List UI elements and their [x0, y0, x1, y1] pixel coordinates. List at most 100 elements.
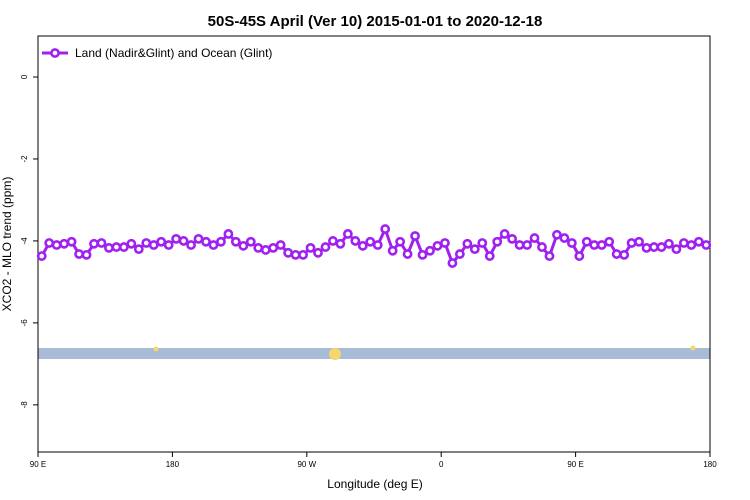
data-point: [522, 240, 532, 250]
data-point: [74, 249, 84, 259]
data-point: [619, 249, 630, 260]
data-point: [552, 229, 562, 240]
data-point: [335, 238, 346, 249]
data-point: [425, 245, 435, 256]
data-point: [581, 236, 592, 247]
data-point: [417, 249, 428, 260]
data-point: [477, 238, 488, 248]
x-tick-label: 90 E: [30, 460, 46, 469]
land-strip: [38, 348, 710, 359]
data-point: [320, 242, 331, 252]
land-spot: [690, 345, 696, 351]
data-point: [118, 242, 129, 252]
data-point: [454, 249, 465, 259]
data-point: [365, 236, 376, 247]
data-point: [357, 240, 368, 251]
data-point: [290, 249, 301, 260]
data-point: [156, 236, 167, 247]
data-point: [298, 249, 308, 260]
data-point: [462, 238, 473, 249]
data-point: [245, 236, 256, 247]
data-point: [66, 236, 77, 247]
y-tick-label: -6: [20, 319, 29, 327]
data-point: [372, 240, 383, 250]
data-point: [514, 240, 525, 250]
y-tick-label: 0: [20, 74, 29, 79]
data-point: [469, 244, 480, 255]
data-point: [328, 236, 338, 246]
data-point: [604, 236, 615, 247]
x-axis-label: Longitude (deg E): [327, 477, 422, 491]
data-point: [440, 238, 450, 248]
data-point: [664, 238, 674, 249]
data-point: [163, 240, 174, 250]
data-point: [305, 242, 316, 253]
data-point: [141, 238, 152, 248]
y-axis-label: XCO2 - MLO trend (ppm): [0, 177, 14, 312]
data-point: [171, 233, 182, 244]
x-tick-label: 180: [703, 460, 717, 469]
chart-title: 50S-45S April (Ver 10) 2015-01-01 to 202…: [208, 13, 543, 30]
data-point: [492, 236, 503, 247]
data-point: [216, 236, 226, 247]
data-point: [410, 231, 420, 241]
data-point: [641, 242, 652, 253]
data-point: [81, 249, 92, 260]
x-tick-label: 90 W: [297, 460, 316, 469]
land-spot: [329, 348, 341, 360]
data-point: [238, 240, 249, 251]
y-tick-label: -8: [20, 401, 29, 409]
data-point: [380, 224, 391, 234]
data-point: [507, 233, 518, 244]
data-point: [268, 242, 279, 253]
x-tick-label: 90 E: [567, 460, 583, 469]
data-point: [432, 240, 443, 251]
data-point: [51, 240, 62, 250]
legend-marker: [50, 48, 60, 58]
data-point: [656, 242, 667, 252]
data-point: [537, 242, 547, 252]
data-point: [447, 258, 458, 268]
data-point: [126, 238, 137, 249]
data-point: [686, 240, 697, 250]
data-point: [313, 247, 323, 258]
data-point: [208, 240, 219, 250]
data-point: [499, 229, 510, 239]
data-point: [96, 238, 107, 248]
data-point: [342, 229, 353, 239]
legend-label: Land (Nadir&Glint) and Ocean (Glint): [75, 46, 272, 60]
data-point: [544, 251, 555, 261]
data-point: [59, 238, 70, 249]
data-point: [596, 240, 607, 250]
data-point: [559, 233, 570, 243]
data-point: [260, 245, 271, 255]
data-point: [350, 236, 361, 246]
data-point: [275, 240, 286, 250]
data-point: [253, 242, 264, 253]
data-point: [574, 251, 585, 261]
data-point: [104, 242, 114, 253]
y-tick-label: -2: [20, 155, 29, 163]
data-point: [395, 236, 406, 247]
data-point: [589, 240, 600, 250]
data-point: [193, 233, 204, 244]
data-point: [634, 236, 644, 247]
data-point: [44, 238, 55, 248]
data-point: [186, 240, 196, 250]
data-point: [89, 238, 99, 249]
data-point: [701, 240, 712, 250]
data-point: [111, 242, 122, 252]
data-point: [230, 236, 241, 247]
data-point: [671, 244, 682, 255]
data-point: [201, 236, 211, 247]
data-point: [529, 233, 540, 243]
data-point: [178, 236, 189, 246]
y-tick-label: -4: [20, 237, 29, 245]
data-point: [148, 240, 159, 250]
data-point: [402, 249, 413, 259]
land-spot: [153, 346, 159, 352]
x-tick-label: 0: [439, 460, 444, 469]
data-point: [566, 238, 577, 248]
data-point: [693, 236, 704, 247]
